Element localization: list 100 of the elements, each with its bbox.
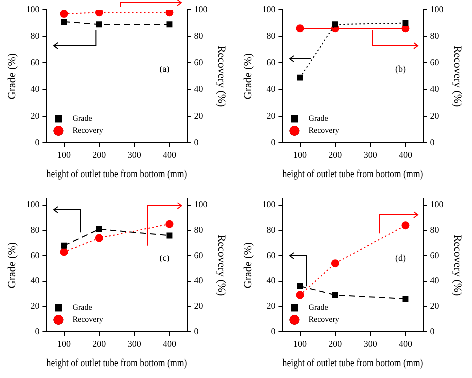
y-tick-label: 20 [266,301,276,312]
x-axis-title: height of outlet tube from bottom (mm) [282,168,424,181]
y2-tick-label: 20 [430,301,440,312]
point [166,220,174,228]
point [332,22,338,28]
legend-label: Recovery [72,315,104,324]
y2-tick-label: 20 [194,301,204,312]
point [297,283,304,290]
x-tick-label: 400 [398,338,413,349]
x-tick-label: 100 [294,150,308,160]
y2-tick-label: 20 [194,110,204,121]
y-tick-label: 80 [30,30,40,41]
y2-tick-label: 20 [430,110,440,121]
y-tick-label: 80 [266,225,276,236]
point [296,291,304,300]
y-tick-label: 100 [26,4,40,14]
y-tick-label: 20 [30,301,40,312]
point [332,292,338,298]
y2-tick-label: 0 [194,326,200,336]
x-axis-title: height of outlet tube from bottom (mm) [46,357,188,370]
point [297,74,304,81]
x-tick-label: 100 [58,338,72,349]
y-tick-label: 80 [266,30,276,41]
point [402,20,409,26]
y-tick-label: 80 [30,225,40,236]
y-tick-label: 100 [262,200,276,210]
y2-tick-label: 40 [430,84,440,94]
y-tick-label: 0 [271,137,276,148]
y-axis-title: Grade (%) [6,242,18,289]
y-axis-title: Grade (%) [242,53,254,100]
annotation: (b) [396,64,406,74]
y2-tick-label: 40 [194,276,204,286]
x-tick-label: 100 [58,150,72,160]
y-tick-label: 40 [266,276,276,286]
annotation: (d) [396,253,406,264]
x-tick-label: 200 [328,150,343,160]
annotation: (a) [160,64,170,74]
y2-axis-title: Recovery (%) [452,46,464,108]
legend-label: Recovery [72,126,104,136]
legend-label: Grade [72,303,93,312]
x-axis-title: height of outlet tube from bottom (mm) [46,168,188,181]
y2-tick-label: 100 [194,4,208,14]
point [331,260,340,268]
y-tick-label: 60 [30,250,40,260]
x-tick-label: 400 [162,150,177,160]
y-tick-label: 20 [266,110,276,121]
x-tick-label: 100 [294,338,308,349]
x-tick-label: 400 [162,338,177,349]
y-tick-label: 40 [266,84,276,94]
y2-tick-label: 80 [194,30,204,41]
y-tick-label: 100 [262,4,276,14]
y2-axis-title: Recovery (%) [216,234,228,297]
point [95,234,104,242]
y-tick-label: 40 [30,84,40,94]
legend-label: Grade [308,303,329,312]
x-tick-label: 300 [128,150,142,160]
point [61,242,68,249]
y-axis-title: Grade (%) [242,242,254,289]
y-tick-label: 60 [30,58,40,68]
x-tick-label: 300 [364,338,378,349]
point [60,248,68,256]
y2-axis-title: Recovery (%) [216,46,228,108]
y2-axis-title: Recovery (%) [452,234,464,297]
y2-tick-label: 0 [194,137,200,148]
y-tick-label: 60 [266,250,276,260]
x-tick-label: 300 [128,338,142,349]
legend-label: Grade [308,114,329,124]
x-tick-label: 300 [364,150,378,160]
x-axis-title: height of outlet tube from bottom (mm) [282,357,424,370]
x-tick-label: 200 [92,150,107,160]
y2-tick-label: 60 [194,250,204,260]
point [402,296,409,302]
legend-label: Grade [72,114,93,124]
annotation: (c) [160,253,170,264]
y-tick-label: 60 [266,58,276,68]
y2-tick-label: 40 [194,84,204,94]
y2-tick-label: 0 [430,137,436,148]
x-tick-label: 200 [92,338,107,349]
point [96,226,102,232]
legend-label: Recovery [308,315,340,324]
point [402,222,410,230]
y-tick-label: 0 [271,326,276,336]
y2-tick-label: 100 [430,4,444,14]
y-tick-label: 40 [30,276,40,286]
y2-tick-label: 40 [430,276,440,286]
y2-tick-label: 80 [430,225,440,236]
x-tick-label: 200 [328,338,343,349]
y2-tick-label: 60 [194,58,204,68]
y2-tick-label: 80 [194,225,204,236]
y2-tick-label: 60 [430,250,440,260]
legend-label: Recovery [308,126,340,136]
y-tick-label: 20 [30,110,40,121]
y-tick-label: 0 [35,326,40,336]
y2-tick-label: 60 [430,58,440,68]
x-tick-label: 400 [398,150,413,160]
y2-tick-label: 100 [430,200,444,210]
y2-tick-label: 0 [430,326,436,336]
y2-tick-label: 100 [194,200,208,210]
y2-tick-label: 80 [430,30,440,41]
y-axis-title: Grade (%) [6,53,18,100]
